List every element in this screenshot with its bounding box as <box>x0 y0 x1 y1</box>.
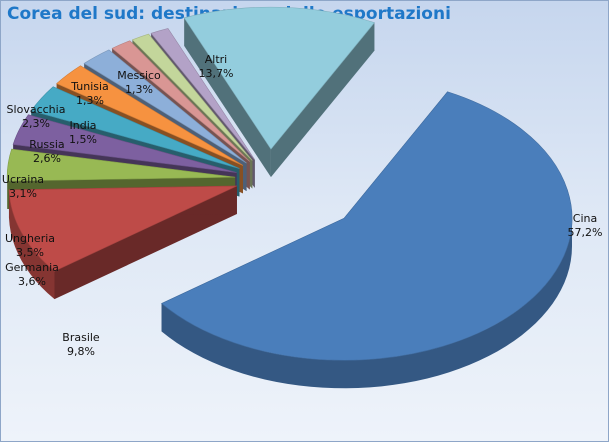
data-value-russia: 2,6% <box>33 152 61 165</box>
data-value-ungheria: 3,5% <box>16 246 44 259</box>
data-label-messico: Messico <box>117 69 161 82</box>
data-value-india: 1,5% <box>69 133 97 146</box>
data-label-slovacchia: Slovacchia <box>7 103 66 116</box>
data-value-slovacchia: 2,3% <box>22 117 50 130</box>
data-label-tunisia: Tunisia <box>70 80 109 93</box>
data-value-germania: 3,6% <box>18 275 46 288</box>
data-label-altri: Altri <box>205 53 227 66</box>
data-value-messico: 1,3% <box>125 83 153 96</box>
data-value-tunisia: 1,3% <box>76 94 104 107</box>
data-label-germania: Germania <box>5 261 59 274</box>
data-label-ucraina: Ucraina <box>2 173 44 186</box>
data-label-ungheria: Ungheria <box>5 232 55 245</box>
data-label-brasile: Brasile <box>62 331 100 344</box>
data-value-cina: 57,2% <box>568 226 603 239</box>
data-label-india: India <box>70 119 97 132</box>
data-value-altri: 13,7% <box>199 67 234 80</box>
data-value-brasile: 9,8% <box>67 345 95 358</box>
data-label-cina: Cina <box>573 212 597 225</box>
data-value-ucraina: 3,1% <box>9 187 37 200</box>
data-label-russia: Russia <box>29 138 64 151</box>
